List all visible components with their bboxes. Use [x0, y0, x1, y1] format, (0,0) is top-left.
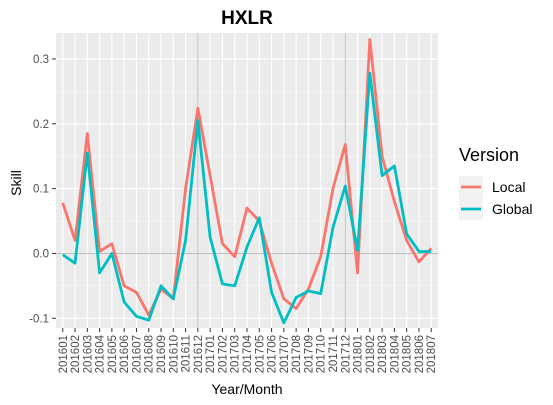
x-tick-label: 201706 — [267, 335, 279, 373]
legend: Version Local Global — [459, 145, 532, 220]
series-line-global — [61, 71, 432, 325]
x-tick-label: 201710 — [316, 335, 328, 373]
x-tick-label: 201709 — [303, 335, 315, 373]
x-tick-label: 201610 — [168, 335, 180, 373]
x-tick-label: 201612 — [193, 335, 205, 373]
x-tick-label: 201608 — [144, 335, 156, 373]
x-axis: 201601 201602 201603 201604 201605 201606 2016… — [58, 328, 438, 373]
x-tick-label: 201801 — [353, 335, 365, 373]
legend-items: Local Global — [459, 176, 532, 220]
x-tick-label: 201702 — [217, 335, 229, 373]
x-tick-label: 201804 — [389, 334, 401, 373]
x-tick-label: 201602 — [70, 335, 82, 373]
chart-title: HXLR — [221, 8, 273, 29]
x-tick-label: 201711 — [328, 335, 340, 373]
x-tick-label: 201707 — [279, 335, 291, 373]
x-tick-label: 201603 — [82, 335, 94, 373]
x-tick-label: 201609 — [156, 335, 168, 373]
y-tick-label: 0.0 — [33, 248, 49, 260]
x-tick-label: 201607 — [131, 335, 143, 373]
y-axis: -0.1 0.0 0.1 0.2 0.3 — [29, 54, 56, 325]
series-line-local — [61, 38, 433, 317]
x-axis-title: Year/Month — [211, 381, 282, 397]
x-tick-label: 201703 — [230, 335, 242, 373]
x-tick-label: 201806 — [414, 335, 426, 373]
x-tick-label: 201701 — [205, 335, 217, 373]
reference-lines — [56, 33, 438, 328]
x-tick-label: 201704 — [242, 334, 254, 373]
x-tick-label: 201708 — [291, 335, 303, 373]
x-tick-label: 201606 — [119, 335, 131, 373]
y-axis-title: Skill — [8, 170, 24, 196]
y-tick-label: -0.1 — [29, 313, 49, 325]
y-tick-label: 0.1 — [33, 184, 49, 196]
legend-label-local: Local — [492, 179, 525, 195]
x-tick-label: 201604 — [95, 334, 107, 373]
x-tick-label: 201803 — [377, 335, 389, 373]
x-tick-label: 201807 — [426, 335, 438, 373]
y-tick-label: 0.2 — [33, 119, 49, 131]
x-tick-label: 201802 — [365, 335, 377, 373]
legend-title: Version — [459, 145, 519, 165]
series-layer — [61, 38, 433, 325]
x-tick-label: 201805 — [402, 335, 414, 373]
x-tick-label: 201712 — [340, 335, 352, 373]
y-tick-label: 0.3 — [33, 54, 49, 66]
legend-label-global: Global — [492, 201, 532, 217]
x-tick-label: 201611 — [181, 335, 193, 373]
x-tick-label: 201605 — [107, 335, 119, 373]
x-tick-label: 201601 — [58, 335, 70, 373]
x-tick-label: 201705 — [254, 335, 266, 373]
